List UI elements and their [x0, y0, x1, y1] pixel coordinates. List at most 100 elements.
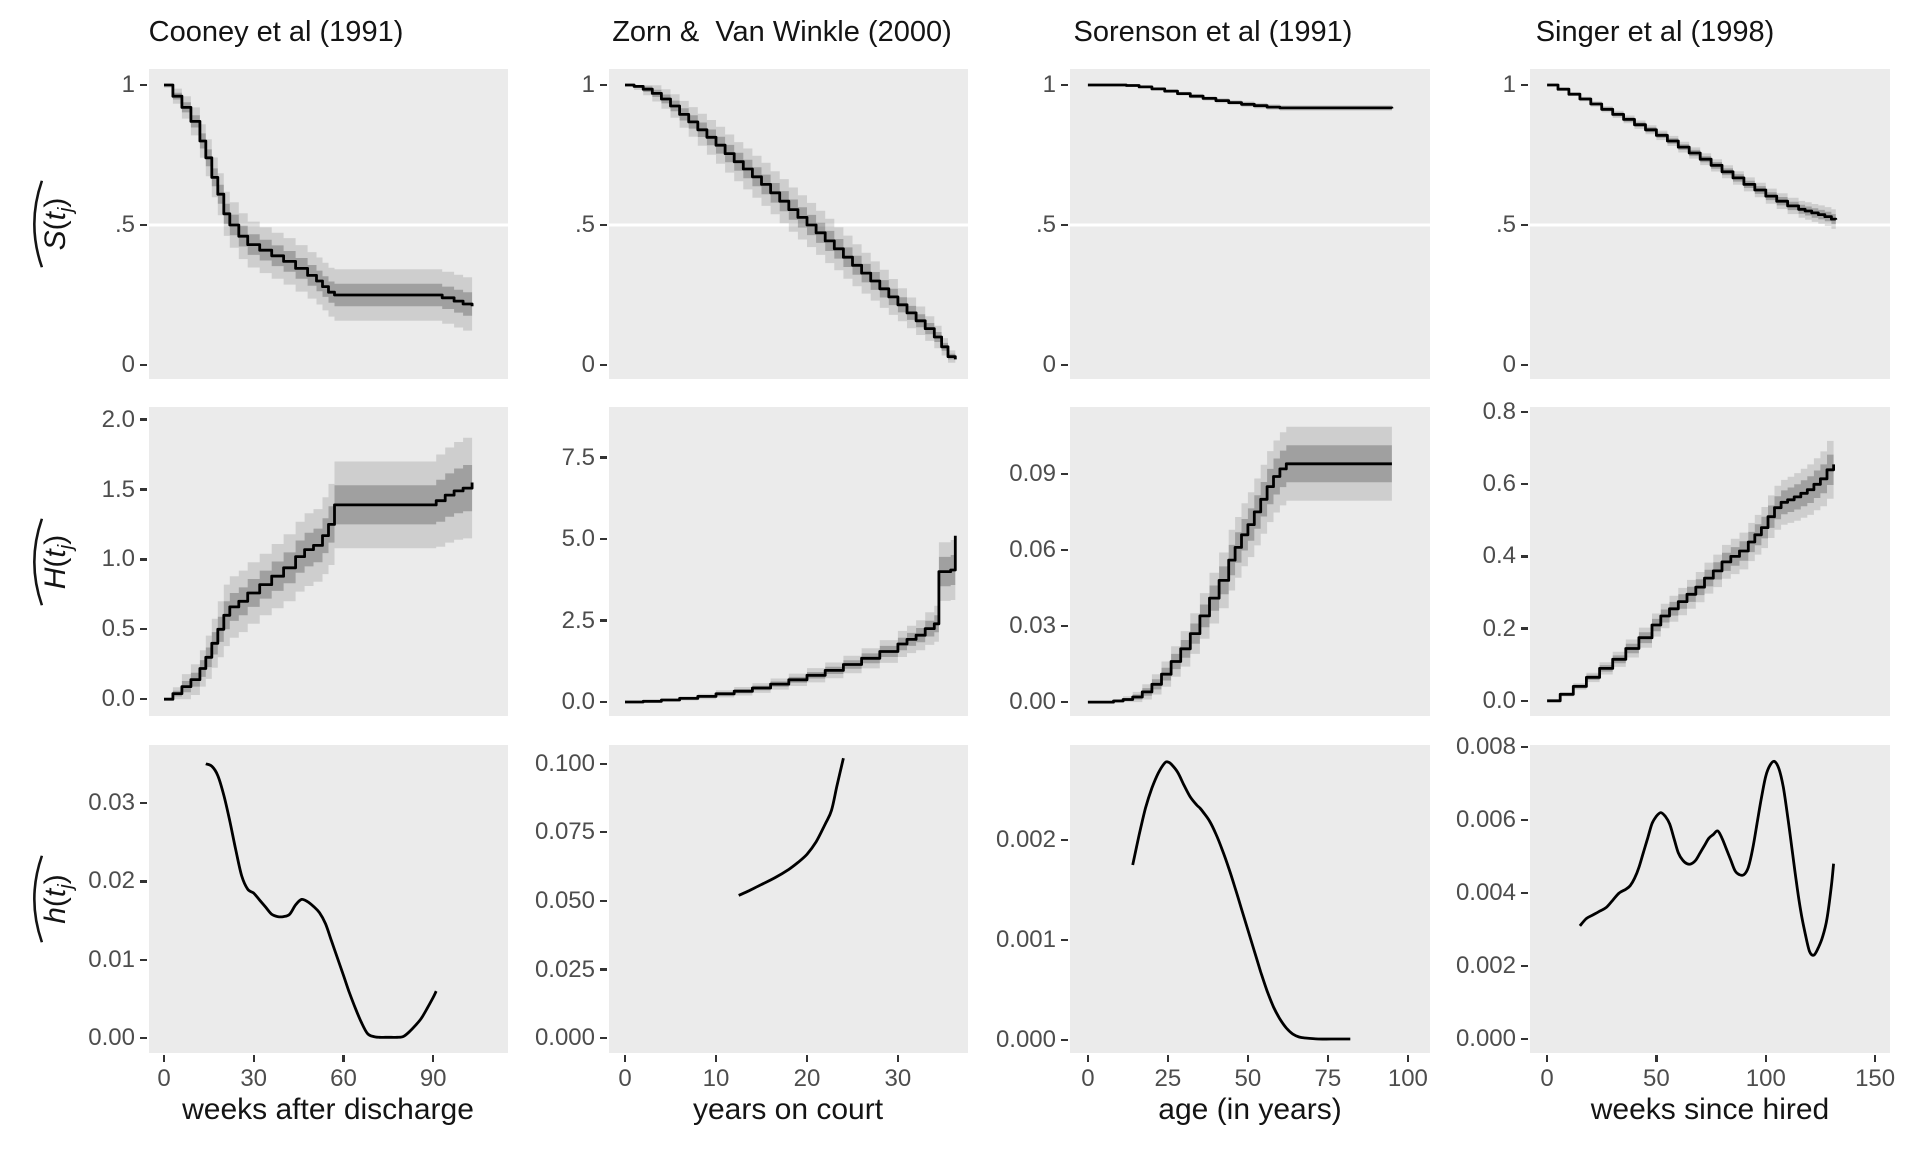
y-tick-label: 0.03	[88, 789, 135, 816]
y-tick-mark	[1521, 410, 1528, 414]
y-tick-mark	[600, 831, 607, 834]
confidence-band-inner	[164, 458, 473, 700]
panel-r1c1	[149, 69, 508, 379]
panel-background	[1530, 745, 1890, 1053]
confidence-band-outer	[625, 85, 956, 365]
y-tick-label: 0.0	[101, 685, 135, 713]
y-tick-mark	[140, 628, 147, 631]
row-label-survival: S(tj)	[15, 69, 95, 379]
estimate-curve	[1087, 83, 1394, 110]
y-tick-mark	[1521, 891, 1528, 895]
estimate-curve	[1547, 464, 1835, 703]
y-tick-label: .5	[1495, 211, 1516, 238]
y-tick-mark	[600, 537, 607, 541]
x-tick-mark	[1326, 1055, 1330, 1062]
y-tick-mark	[600, 968, 607, 971]
y-tick-label: 0.002	[995, 826, 1056, 853]
y-tick-label: 0.2	[1482, 614, 1516, 642]
y-tick-label: 0.02	[88, 867, 135, 895]
y-tick-mark	[600, 899, 607, 903]
x-tick-mark	[1655, 1055, 1658, 1062]
y-tick-label: 1	[121, 71, 135, 98]
estimate-curve	[1578, 759, 1835, 957]
y-tick-label: 0	[1042, 351, 1056, 378]
panel-r1c4	[1530, 69, 1890, 379]
panel-r3c3	[1070, 745, 1430, 1053]
y-tick-mark	[1061, 223, 1068, 227]
y-tick-mark	[600, 1037, 607, 1040]
column-title-singer: Singer et al (1998)	[1535, 16, 1775, 48]
y-tick-mark	[600, 83, 607, 87]
panel-r3c2	[609, 745, 968, 1053]
panel-background	[609, 745, 968, 1053]
y-tick-mark	[140, 801, 147, 805]
x-tick-label: 0	[1540, 1065, 1554, 1092]
x-tick-mark	[162, 1055, 166, 1062]
x-tick-label: 20	[793, 1065, 821, 1092]
estimate-curve	[164, 83, 474, 307]
column-title-cooney: Cooney et al (1991)	[148, 16, 404, 48]
y-tick-mark	[140, 223, 147, 227]
x-tick-mark	[252, 1055, 255, 1062]
x-tick-label: 30	[240, 1065, 268, 1092]
panel-r2c1	[149, 407, 508, 716]
y-tick-label: .5	[574, 211, 595, 238]
y-tick-label: 0	[1502, 351, 1516, 378]
x-tick-label: 60	[330, 1065, 357, 1092]
confidence-band-outer	[1547, 85, 1836, 230]
panel-r1c2	[609, 69, 968, 379]
x-tick-mark	[1166, 1055, 1170, 1062]
y-tick-mark	[140, 1036, 147, 1040]
y-tick-label: 1	[1502, 71, 1516, 98]
x-tick-label: 75	[1314, 1065, 1342, 1092]
row-label-text: h(tj)	[38, 874, 77, 924]
row-label-hazard: h(tj)	[15, 744, 95, 1054]
y-tick-mark	[600, 700, 607, 704]
x-axis-title-cooney: weeks after discharge	[182, 1093, 474, 1126]
y-tick-mark	[1521, 555, 1528, 558]
y-tick-mark	[1061, 838, 1068, 842]
panel-background	[609, 407, 968, 716]
panel-r1c3	[1070, 69, 1430, 379]
y-tick-label: 0.006	[1455, 805, 1516, 833]
y-tick-mark	[1061, 700, 1068, 704]
y-tick-label: 0.06	[1009, 536, 1056, 563]
widehat-icon	[32, 855, 43, 943]
y-tick-mark	[600, 223, 607, 227]
y-tick-mark	[1061, 363, 1068, 367]
confidence-band-outer	[1087, 426, 1392, 703]
y-tick-mark	[140, 558, 147, 561]
y-tick-mark	[1521, 627, 1528, 630]
y-tick-label: .5	[114, 211, 135, 238]
x-tick-mark	[1246, 1055, 1250, 1062]
y-tick-label: 0	[581, 351, 595, 378]
confidence-band-inner	[1087, 445, 1392, 703]
estimate-curve	[1087, 462, 1392, 704]
widehat-icon	[32, 518, 43, 606]
x-tick-label: 50	[1234, 1065, 1262, 1092]
y-tick-mark	[140, 83, 147, 87]
x-tick-mark	[342, 1055, 345, 1062]
panel-r2c2	[609, 407, 968, 716]
estimate-curve	[625, 535, 957, 704]
y-tick-mark	[1061, 83, 1068, 87]
panel-background	[1070, 407, 1430, 716]
estimate-curve	[1131, 760, 1351, 1041]
x-tick-mark	[623, 1055, 627, 1062]
x-tick-label: 150	[1855, 1065, 1896, 1092]
y-tick-label: 0.8	[1482, 398, 1516, 426]
y-tick-label: 1	[581, 71, 595, 98]
panel-r3c4	[1530, 745, 1890, 1053]
y-tick-label: 1	[1042, 71, 1056, 98]
panel-r3c1	[149, 745, 508, 1053]
x-tick-label: 30	[884, 1065, 912, 1092]
row-label-cumulative-hazard: H(tj)	[15, 407, 95, 717]
y-tick-label: 0.01	[88, 945, 135, 973]
x-tick-label: 100	[1387, 1065, 1428, 1092]
y-tick-label: 0.025	[534, 955, 595, 983]
y-tick-label: 0.4	[1482, 542, 1516, 570]
y-tick-mark	[1521, 745, 1528, 748]
y-tick-label: 0	[121, 351, 135, 378]
y-tick-mark	[1061, 472, 1068, 476]
